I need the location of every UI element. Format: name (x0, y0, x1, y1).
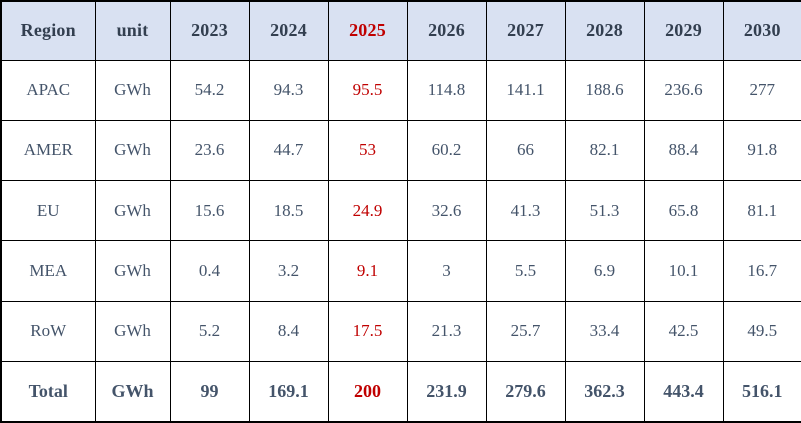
header-cell-2030: 2030 (722, 0, 801, 61)
cell-2029: 65.8 (643, 180, 724, 242)
cell-region: MEA (0, 240, 96, 302)
cell-2024: 8.4 (248, 300, 329, 363)
cell-2029: 88.4 (643, 119, 724, 182)
cell-2027: 279.6 (485, 361, 566, 423)
cell-2027: 25.7 (485, 300, 566, 363)
table-row-apac: APAC GWh 54.2 94.3 95.5 114.8 141.1 188.… (0, 59, 801, 121)
cell-2026: 3 (406, 240, 487, 302)
header-cell-region: Region (0, 0, 96, 61)
cell-unit: GWh (94, 59, 171, 121)
cell-region: APAC (0, 59, 96, 121)
cell-2024: 3.2 (248, 240, 329, 302)
cell-2030: 277 (722, 59, 801, 121)
cell-2027: 141.1 (485, 59, 566, 121)
cell-2030: 516.1 (722, 361, 801, 423)
cell-2028: 188.6 (564, 59, 645, 121)
cell-region: RoW (0, 300, 96, 363)
cell-unit: GWh (94, 361, 171, 423)
cell-2025-highlighted: 9.1 (327, 240, 408, 302)
cell-2029: 236.6 (643, 59, 724, 121)
cell-2027: 5.5 (485, 240, 566, 302)
cell-unit: GWh (94, 300, 171, 363)
table-row-amer: AMER GWh 23.6 44.7 53 60.2 66 82.1 88.4 … (0, 119, 801, 182)
table-row-eu: EU GWh 15.6 18.5 24.9 32.6 41.3 51.3 65.… (0, 180, 801, 242)
header-cell-2028: 2028 (564, 0, 645, 61)
header-cell-2025-highlighted: 2025 (327, 0, 408, 61)
cell-2025-highlighted: 53 (327, 119, 408, 182)
header-row: Region unit 2023 2024 2025 2026 2027 202… (0, 0, 801, 61)
cell-2023: 0.4 (169, 240, 250, 302)
cell-2026: 60.2 (406, 119, 487, 182)
cell-2024: 44.7 (248, 119, 329, 182)
cell-2024: 169.1 (248, 361, 329, 423)
table-row-total: Total GWh 99 169.1 200 231.9 279.6 362.3… (0, 361, 801, 423)
cell-2028: 51.3 (564, 180, 645, 242)
cell-2023: 54.2 (169, 59, 250, 121)
cell-2030: 81.1 (722, 180, 801, 242)
header-cell-unit: unit (94, 0, 171, 61)
cell-2030: 91.8 (722, 119, 801, 182)
header-cell-2023: 2023 (169, 0, 250, 61)
cell-2027: 41.3 (485, 180, 566, 242)
cell-2028: 82.1 (564, 119, 645, 182)
cell-2028: 362.3 (564, 361, 645, 423)
header-cell-2024: 2024 (248, 0, 329, 61)
cell-2023: 99 (169, 361, 250, 423)
cell-2026: 114.8 (406, 59, 487, 121)
cell-2029: 443.4 (643, 361, 724, 423)
cell-2029: 42.5 (643, 300, 724, 363)
cell-2024: 94.3 (248, 59, 329, 121)
cell-region: EU (0, 180, 96, 242)
cell-2023: 15.6 (169, 180, 250, 242)
cell-region: AMER (0, 119, 96, 182)
cell-unit: GWh (94, 240, 171, 302)
header-cell-2029: 2029 (643, 0, 724, 61)
cell-2028: 6.9 (564, 240, 645, 302)
cell-unit: GWh (94, 119, 171, 182)
cell-2030: 16.7 (722, 240, 801, 302)
cell-2026: 231.9 (406, 361, 487, 423)
cell-2026: 21.3 (406, 300, 487, 363)
cell-2025-highlighted: 95.5 (327, 59, 408, 121)
cell-2029: 10.1 (643, 240, 724, 302)
cell-2028: 33.4 (564, 300, 645, 363)
header-cell-2026: 2026 (406, 0, 487, 61)
cell-2026: 32.6 (406, 180, 487, 242)
cell-unit: GWh (94, 180, 171, 242)
cell-2030: 49.5 (722, 300, 801, 363)
cell-2025-highlighted: 24.9 (327, 180, 408, 242)
cell-2025-highlighted: 17.5 (327, 300, 408, 363)
header-cell-2027: 2027 (485, 0, 566, 61)
cell-region: Total (0, 361, 96, 423)
cell-2024: 18.5 (248, 180, 329, 242)
cell-2025-highlighted: 200 (327, 361, 408, 423)
cell-2023: 23.6 (169, 119, 250, 182)
cell-2023: 5.2 (169, 300, 250, 363)
table-row-mea: MEA GWh 0.4 3.2 9.1 3 5.5 6.9 10.1 16.7 (0, 240, 801, 302)
cell-2027: 66 (485, 119, 566, 182)
table-row-row: RoW GWh 5.2 8.4 17.5 21.3 25.7 33.4 42.5… (0, 300, 801, 363)
